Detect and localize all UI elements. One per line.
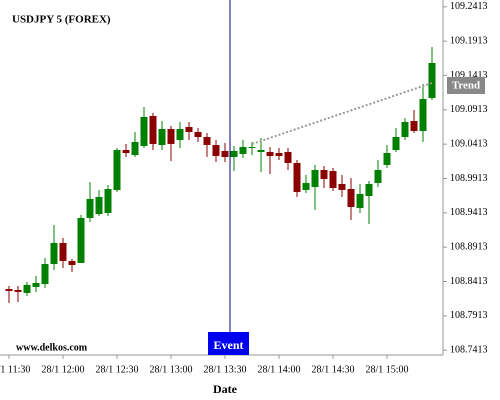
event-box bbox=[208, 332, 249, 355]
candle-body bbox=[428, 62, 436, 99]
candle-body bbox=[320, 169, 328, 179]
y-tick-label: 109.1413 bbox=[450, 70, 488, 81]
watermark: www.delkos.com bbox=[16, 342, 88, 353]
candle-body bbox=[338, 183, 346, 190]
x-tick-label: 28/1 15:00 bbox=[365, 364, 408, 375]
candle-body bbox=[392, 137, 400, 150]
trend-label-box bbox=[447, 77, 485, 94]
candle-body bbox=[77, 217, 85, 263]
x-tick-label: 28/1 13:00 bbox=[149, 364, 192, 375]
candle-body bbox=[401, 121, 409, 138]
candle-body bbox=[86, 198, 94, 218]
candle-body bbox=[140, 116, 148, 147]
candle-body bbox=[95, 196, 103, 215]
candle-body bbox=[275, 153, 283, 156]
x-tick-label: 28/1 11:30 bbox=[0, 364, 30, 375]
candle-body bbox=[41, 264, 49, 284]
candle-body bbox=[32, 282, 40, 288]
y-tick-label: 108.8413 bbox=[450, 276, 488, 287]
candle-body bbox=[419, 98, 427, 131]
candle-body bbox=[284, 151, 292, 163]
candle-body bbox=[167, 128, 175, 144]
y-tick-label: 108.9913 bbox=[450, 173, 488, 184]
candle-body bbox=[266, 151, 274, 156]
candle-body bbox=[14, 289, 22, 292]
candle-body bbox=[212, 144, 220, 156]
candle-body bbox=[131, 141, 139, 156]
candle-body bbox=[185, 126, 193, 133]
y-tick-label: 109.0913 bbox=[450, 104, 488, 115]
x-tick-label: 28/1 14:00 bbox=[257, 364, 300, 375]
candle-body bbox=[410, 121, 418, 131]
candle-body bbox=[365, 183, 373, 197]
y-tick-label: 109.0413 bbox=[450, 138, 488, 149]
x-axis-label: Date bbox=[213, 382, 238, 396]
y-tick-label: 109.2413 bbox=[450, 1, 488, 12]
candle-body bbox=[374, 169, 382, 183]
x-tick-label: 28/1 13:30 bbox=[203, 364, 246, 375]
candle-body bbox=[311, 169, 319, 188]
y-tick-label: 108.8913 bbox=[450, 241, 488, 252]
candle-body bbox=[158, 128, 166, 145]
chart-title: USDJPY 5 (FOREX) bbox=[12, 14, 111, 26]
event-label: Event bbox=[214, 338, 244, 352]
x-tick-label: 28/1 12:30 bbox=[95, 364, 138, 375]
candle-body bbox=[230, 150, 238, 158]
candle-body bbox=[59, 242, 67, 261]
candle-body bbox=[239, 146, 247, 154]
y-tick-label: 108.7913 bbox=[450, 310, 488, 321]
candle-body bbox=[149, 116, 157, 144]
x-tick-label: 28/1 14:30 bbox=[311, 364, 354, 375]
candle-body bbox=[113, 149, 121, 190]
candle-body bbox=[5, 289, 13, 291]
candle-body bbox=[221, 150, 229, 158]
candle-body bbox=[68, 260, 76, 265]
candle-body bbox=[122, 149, 130, 154]
y-tick-label: 108.9413 bbox=[450, 207, 488, 218]
candle-body bbox=[194, 132, 202, 138]
candle-body bbox=[356, 193, 364, 208]
candle-body bbox=[302, 182, 310, 190]
candle-body bbox=[23, 284, 31, 293]
candle-body bbox=[203, 137, 211, 145]
candle-body bbox=[347, 189, 355, 208]
trend-label: Trend bbox=[452, 80, 480, 92]
candle-body bbox=[329, 171, 337, 188]
candle-body bbox=[383, 153, 391, 165]
candle-body bbox=[293, 162, 301, 192]
candle-body bbox=[248, 146, 256, 149]
candle-body bbox=[50, 242, 58, 265]
y-tick-label: 108.7413 bbox=[450, 344, 488, 355]
x-tick-label: 28/1 12:00 bbox=[41, 364, 84, 375]
candle-body bbox=[257, 149, 265, 152]
candle-body bbox=[176, 128, 184, 140]
y-tick-label: 109.1913 bbox=[450, 35, 488, 46]
candle-body bbox=[104, 189, 112, 213]
